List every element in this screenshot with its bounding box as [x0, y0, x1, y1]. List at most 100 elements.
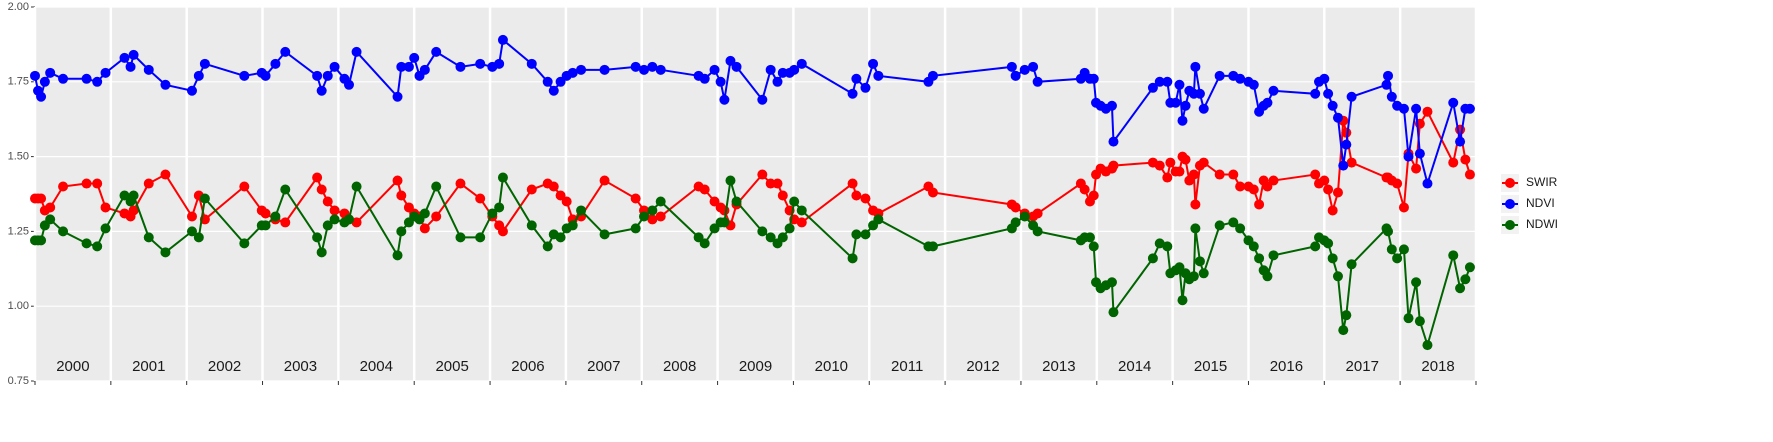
- point: [280, 217, 291, 228]
- point: [851, 229, 862, 240]
- point: [542, 241, 553, 252]
- point: [1174, 79, 1185, 90]
- point: [312, 70, 323, 81]
- point: [1310, 88, 1321, 99]
- point: [1235, 73, 1246, 84]
- point: [239, 238, 250, 249]
- point: [655, 64, 666, 75]
- point: [927, 241, 938, 252]
- point: [92, 178, 103, 189]
- year-label: 2000: [56, 358, 89, 375]
- point: [567, 220, 578, 231]
- point: [419, 64, 430, 75]
- point: [1108, 160, 1119, 171]
- point: [699, 73, 710, 84]
- point: [772, 76, 783, 87]
- point: [1154, 76, 1165, 87]
- point: [494, 58, 505, 69]
- point: [403, 61, 414, 72]
- point: [1310, 241, 1321, 252]
- point: [1190, 223, 1201, 234]
- point: [796, 205, 807, 216]
- point: [1464, 262, 1475, 273]
- series-line: [35, 174, 1471, 349]
- point: [193, 70, 204, 81]
- point: [796, 58, 807, 69]
- point: [475, 232, 486, 243]
- point: [1422, 178, 1433, 189]
- point: [160, 79, 171, 90]
- point: [709, 64, 720, 75]
- point: [873, 70, 884, 81]
- point: [715, 76, 726, 87]
- point: [1386, 91, 1397, 102]
- point: [58, 226, 69, 237]
- point: [392, 175, 403, 186]
- point: [1268, 175, 1279, 186]
- point: [1228, 169, 1239, 180]
- point: [58, 181, 69, 192]
- point: [630, 61, 641, 72]
- point: [322, 70, 333, 81]
- point: [1381, 79, 1392, 90]
- year-label: 2015: [1194, 358, 1227, 375]
- point: [322, 220, 333, 231]
- point: [1177, 115, 1188, 126]
- point: [100, 223, 111, 234]
- point: [92, 76, 103, 87]
- legend-label: NDVI: [1526, 196, 1555, 210]
- point: [1084, 232, 1095, 243]
- point: [1323, 238, 1334, 249]
- point: [494, 202, 505, 213]
- point: [1162, 172, 1173, 183]
- point: [599, 175, 610, 186]
- point: [1088, 241, 1099, 252]
- point: [1422, 340, 1433, 351]
- point: [316, 85, 327, 96]
- point: [160, 169, 171, 180]
- point: [343, 214, 354, 225]
- point: [561, 196, 572, 207]
- point: [128, 205, 139, 216]
- point: [119, 52, 130, 63]
- point: [699, 238, 710, 249]
- point: [1180, 154, 1191, 165]
- point: [567, 67, 578, 78]
- point: [1392, 178, 1403, 189]
- point: [39, 76, 50, 87]
- point: [757, 226, 768, 237]
- point: [1188, 169, 1199, 180]
- year-label: 2011: [891, 358, 923, 375]
- point: [1214, 70, 1225, 81]
- point: [1194, 88, 1205, 99]
- point: [630, 223, 641, 234]
- point: [1338, 325, 1349, 336]
- point: [647, 61, 658, 72]
- point: [36, 91, 47, 102]
- point: [92, 241, 103, 252]
- year-label: 2016: [1270, 358, 1303, 375]
- point: [1346, 157, 1357, 168]
- point: [789, 196, 800, 207]
- point: [1460, 154, 1471, 165]
- point: [260, 220, 271, 231]
- year-label: 2012: [966, 358, 999, 375]
- point: [1455, 136, 1466, 147]
- point: [1386, 244, 1397, 255]
- point: [270, 211, 281, 222]
- legend-point: [1505, 220, 1515, 230]
- point: [777, 232, 788, 243]
- point: [392, 91, 403, 102]
- point: [860, 82, 871, 93]
- point: [860, 193, 871, 204]
- point: [497, 34, 508, 45]
- point: [128, 190, 139, 201]
- point: [81, 73, 92, 84]
- point: [731, 196, 742, 207]
- point: [851, 190, 862, 201]
- point: [1006, 61, 1017, 72]
- point: [555, 232, 566, 243]
- point: [1464, 103, 1475, 114]
- year-label: 2018: [1421, 358, 1454, 375]
- point: [599, 229, 610, 240]
